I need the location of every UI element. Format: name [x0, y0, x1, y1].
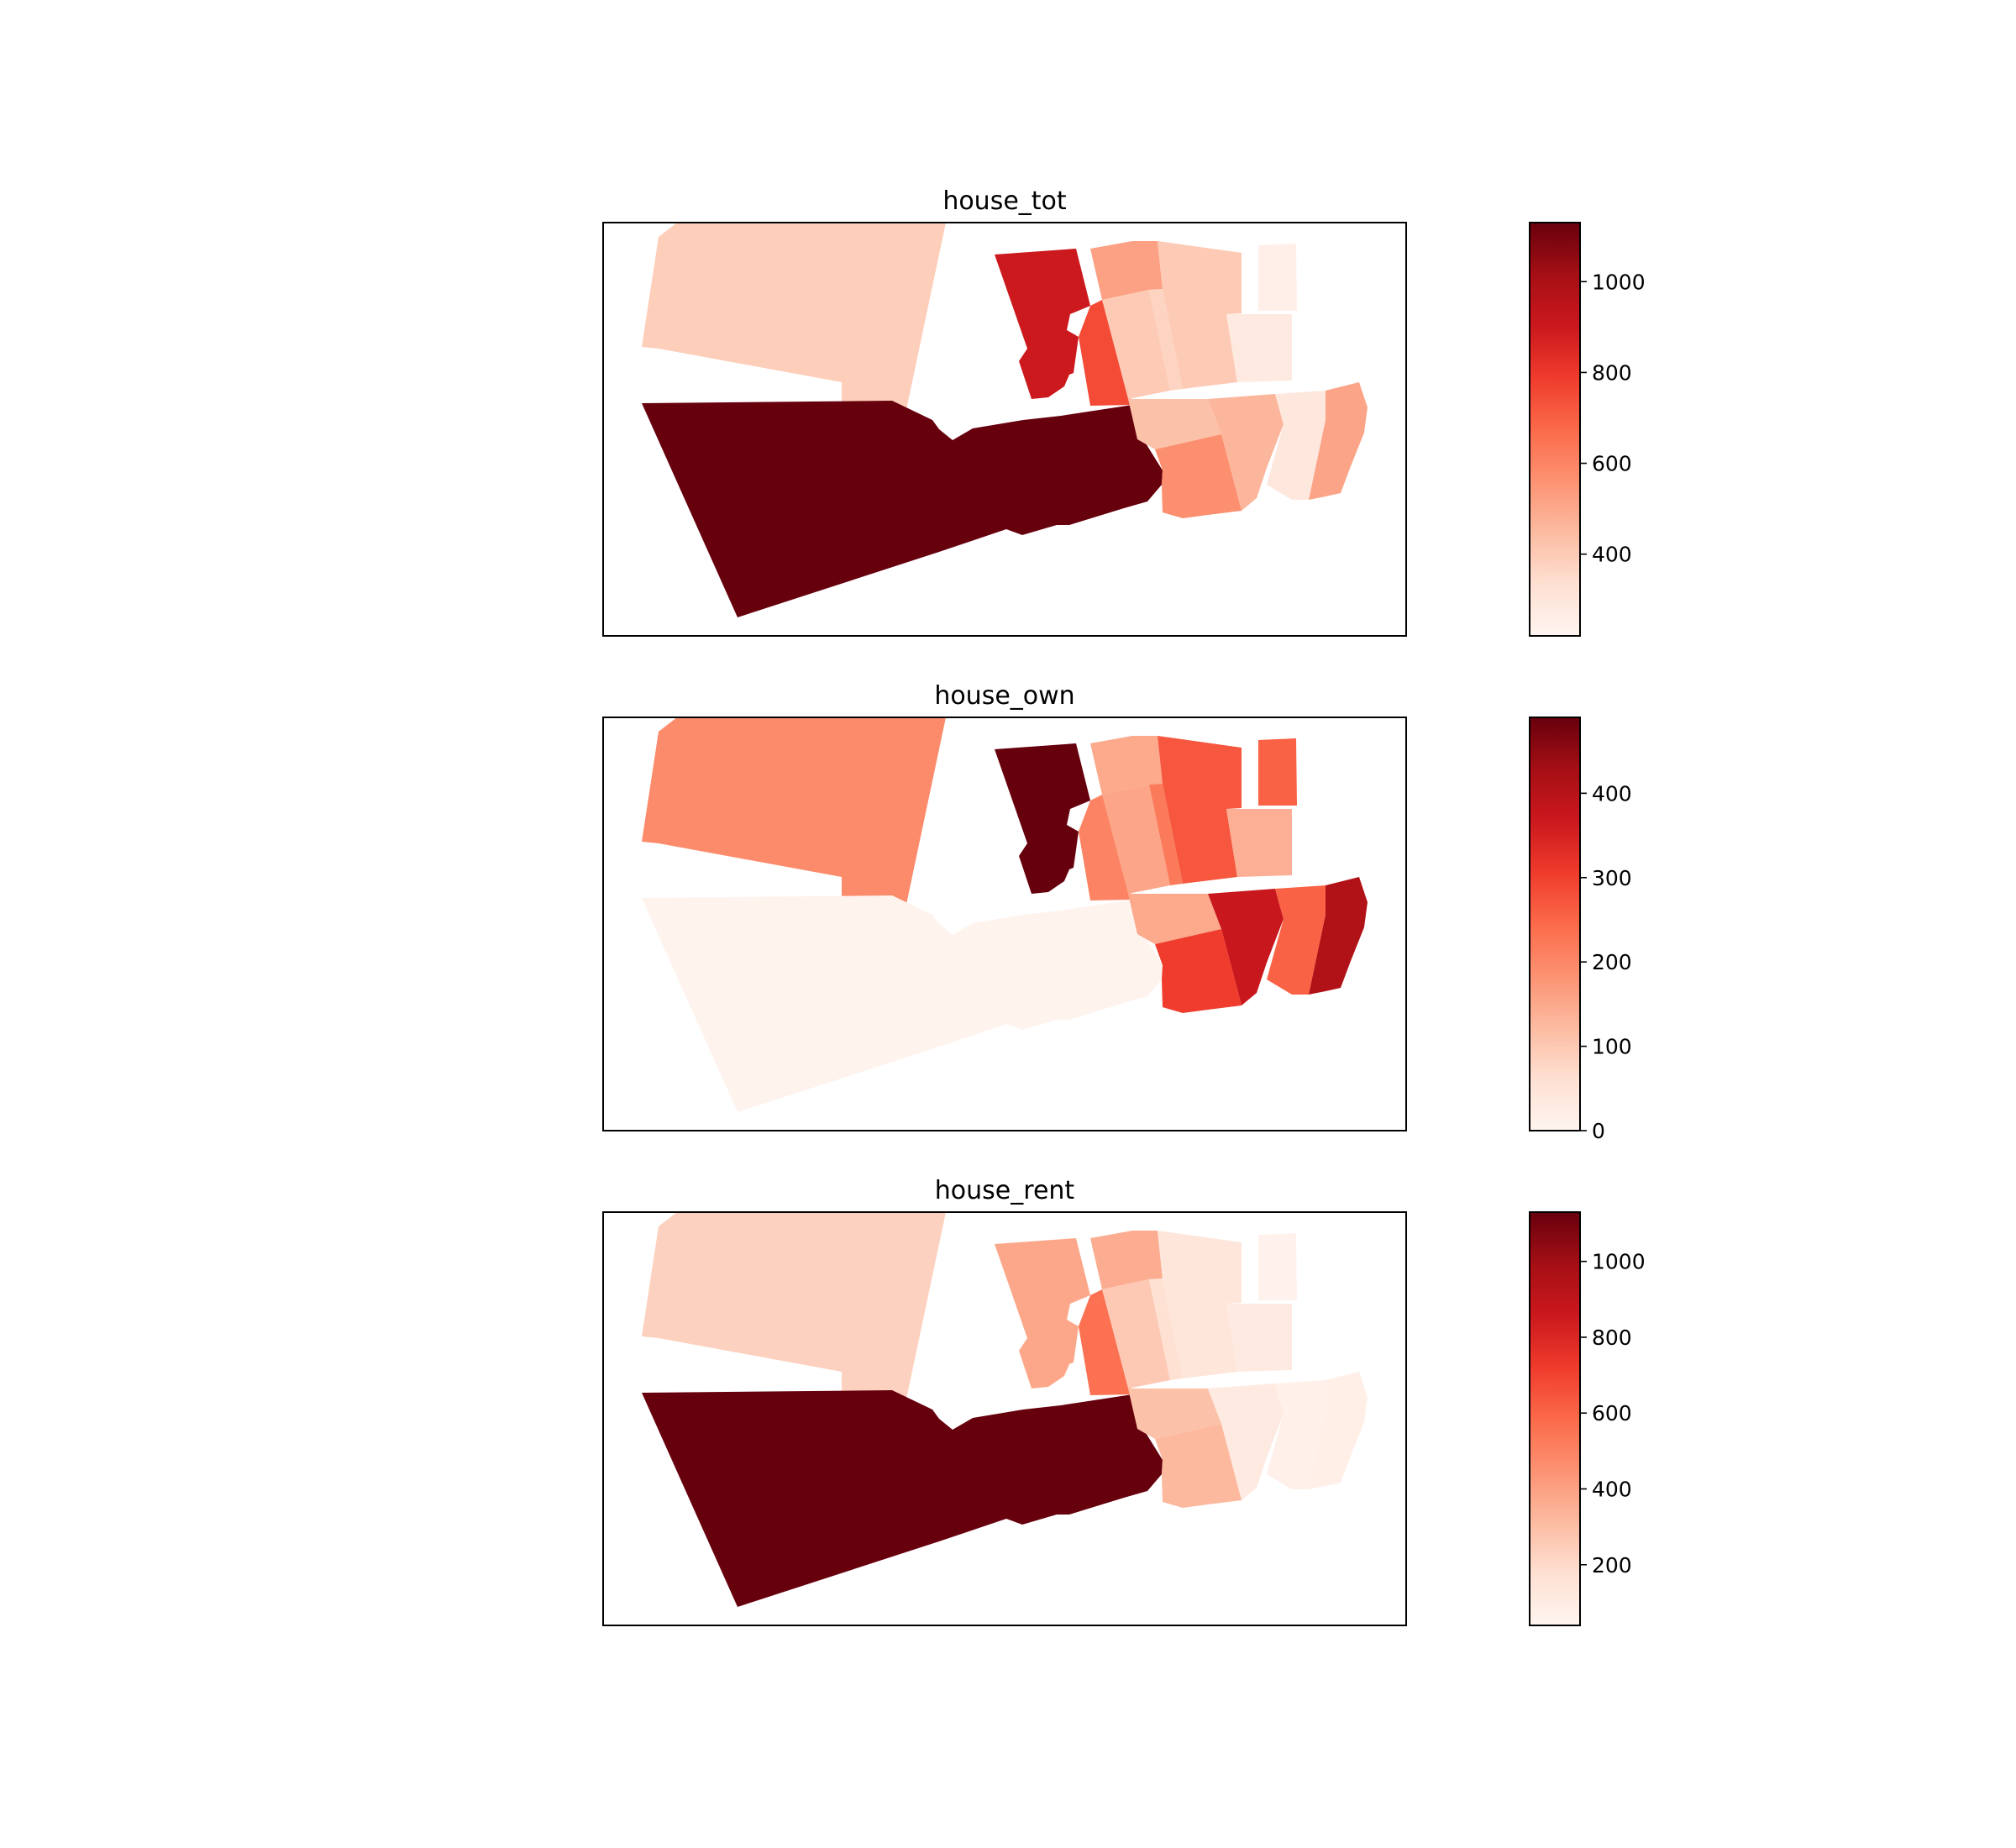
region-ne_e: ne_e: 280: [1226, 314, 1292, 382]
region-se_a: se_a: 305: [1155, 929, 1242, 1013]
panel-title: house_rent: [935, 1176, 1075, 1205]
colorbar: 0 100 200 300 400: [1529, 717, 1632, 1143]
map-panel-house_tot: house_totwest_upper: 390south_big: 1130n…: [602, 186, 1646, 637]
colorbar-tick-label: 1000: [1592, 270, 1646, 294]
region-north_mid: north_mid: 900: [995, 249, 1090, 399]
region-ne_a: ne_a: 360: [1090, 1231, 1163, 1289]
colorbar-gradient: [1530, 1212, 1580, 1625]
colorbar: 200 400 600 800 1000: [1529, 1211, 1646, 1626]
region-ne_e: ne_e: 140: [1226, 809, 1292, 877]
colorbar-tick-label: 600: [1592, 452, 1632, 476]
region-ne_b: ne_b: 260: [1102, 1279, 1170, 1389]
region-east_a: east_a: 150: [1128, 894, 1221, 944]
colorbar-tick-label: 800: [1592, 360, 1632, 385]
panel-title: house_own: [934, 681, 1074, 711]
region-strip_mid: strip_mid: 750: [1079, 300, 1132, 406]
region-ne_f: ne_f: 250: [1258, 244, 1297, 311]
region-ne_d: ne_d: 270: [1158, 736, 1242, 884]
region-ne_a: ne_a: 150: [1090, 736, 1163, 795]
colorbar-tick-label: 100: [1592, 1035, 1632, 1059]
map-frame: [602, 1211, 1407, 1626]
region-east_d: east_d: 410: [1309, 877, 1368, 995]
region-ne_b: ne_b: 155: [1102, 785, 1170, 894]
region-east_b: east_b: 110: [1208, 1383, 1284, 1500]
region-se_a: se_a: 320: [1155, 1424, 1242, 1508]
region-north_mid: north_mid: 490: [995, 743, 1090, 894]
map-panel-house_own: house_own west_upper: 195south_big: 5nort…: [602, 681, 1632, 1143]
region-ne_e: ne_e: 110: [1226, 1304, 1292, 1372]
colorbar-frame: [1529, 1211, 1581, 1626]
region-east_b: east_b: 460: [1208, 394, 1284, 511]
region-ne_c: ne_c: 220: [1149, 784, 1183, 885]
region-ne_f: ne_f: 60: [1258, 1233, 1297, 1300]
region-ne_d: ne_d: 140: [1158, 1231, 1242, 1378]
region-west_upper: west_upper: 390: [642, 223, 946, 434]
region-north_mid: north_mid: 380: [995, 1238, 1090, 1389]
region-south_big: south_big: 1130: [642, 401, 1163, 617]
region-ne_c: ne_c: 170: [1149, 1278, 1183, 1380]
region-east_a: east_a: 430: [1128, 399, 1221, 449]
region-east_b: east_b: 370: [1208, 889, 1284, 1005]
region-east_c: east_c: 290: [1267, 391, 1326, 500]
region-ne_a: ne_a: 520: [1090, 241, 1163, 300]
colorbar-tick-label: 1000: [1592, 1250, 1646, 1274]
region-east_d: east_d: 80: [1309, 1372, 1368, 1489]
map-frame: [602, 222, 1407, 637]
region-south_big: south_big: 1130: [642, 1390, 1163, 1607]
colorbar-tick-label: 400: [1592, 781, 1632, 806]
colorbar-tick-label: 200: [1592, 950, 1632, 974]
colorbar-tick-label: 400: [1592, 543, 1632, 567]
region-strip_mid: strip_mid: 560: [1079, 1289, 1132, 1395]
panel-title: house_tot: [942, 186, 1067, 216]
region-ne_c: ne_c: 370: [1149, 289, 1183, 391]
colorbar-frame: [1529, 222, 1581, 637]
region-east_c: east_c: 70: [1267, 1380, 1326, 1489]
choropleth-map: west_upper: 195south_big: 5north_mid: 49…: [642, 717, 1368, 1112]
colorbar-gradient: [1530, 717, 1580, 1131]
colorbar-tick-label: 200: [1592, 1553, 1632, 1578]
colorbar-tick-label: 300: [1592, 866, 1632, 890]
colorbar: 400 600 800 1000: [1529, 222, 1646, 637]
choropleth-map: west_upper: 390south_big: 1130north_mid:…: [642, 223, 1368, 617]
region-south_big: south_big: 5: [642, 895, 1163, 1112]
region-ne_b: ne_b: 400: [1102, 290, 1170, 399]
region-se_a: se_a: 570: [1155, 434, 1242, 518]
region-east_c: east_c: 255: [1267, 885, 1326, 995]
colorbar-tick-label: 800: [1592, 1326, 1632, 1350]
map-panel-house_rent: house_rent west_upper: 230south_big: 1130…: [602, 1176, 1646, 1626]
map-frame: [602, 717, 1407, 1131]
region-west_upper: west_upper: 195: [642, 717, 946, 929]
colorbar-tick-label: 600: [1592, 1401, 1632, 1425]
choropleth-map: west_upper: 230south_big: 1130north_mid:…: [642, 1212, 1368, 1607]
region-east_d: east_d: 510: [1309, 382, 1368, 500]
region-ne_f: ne_f: 255: [1258, 738, 1297, 806]
region-west_upper: west_upper: 230: [642, 1212, 946, 1424]
colorbar-tick-label: 0: [1592, 1119, 1605, 1143]
colorbar-frame: [1529, 717, 1581, 1131]
region-strip_mid: strip_mid: 205: [1079, 795, 1132, 900]
region-ne_d: ne_d: 400: [1158, 241, 1242, 389]
colorbar-gradient: [1530, 223, 1580, 636]
region-east_a: east_a: 290: [1128, 1389, 1221, 1439]
colorbar-tick-label: 400: [1592, 1478, 1632, 1502]
